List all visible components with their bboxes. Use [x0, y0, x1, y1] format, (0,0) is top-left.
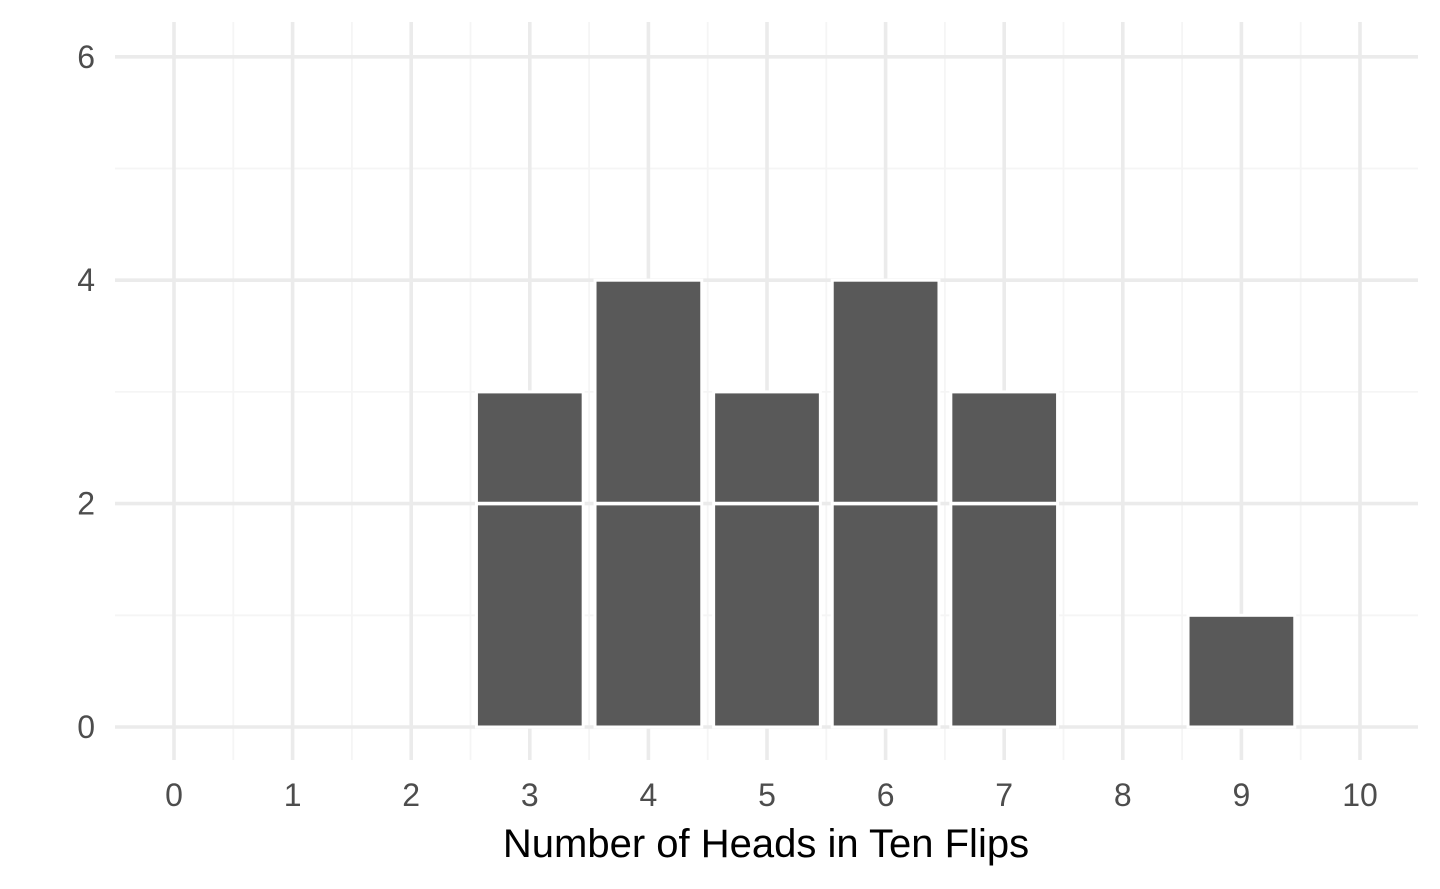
tick-labels: 0 2 4 6 0 1 2 3 4 5 6 7 8 9 10	[77, 39, 1378, 813]
x-axis-title: Number of Heads in Ten Flips	[503, 822, 1029, 866]
y-tick-label: 4	[77, 262, 95, 298]
x-tick-label: 8	[1114, 777, 1132, 813]
bar-3	[474, 390, 585, 729]
x-tick-label: 0	[165, 777, 183, 813]
y-tick-label: 2	[77, 486, 95, 522]
x-tick-label: 2	[402, 777, 420, 813]
bar-5	[712, 390, 822, 729]
bars	[474, 278, 1297, 729]
x-tick-label: 10	[1342, 777, 1378, 813]
bar-7	[949, 390, 1060, 729]
y-tick-label: 6	[77, 39, 95, 75]
bar-9	[1186, 613, 1297, 729]
x-tick-label: 7	[995, 777, 1013, 813]
x-tick-label: 9	[1233, 777, 1251, 813]
y-tick-label: 0	[77, 709, 95, 745]
x-tick-label: 5	[758, 777, 776, 813]
x-tick-label: 1	[284, 777, 302, 813]
x-tick-label: 3	[521, 777, 539, 813]
x-tick-label: 6	[877, 777, 895, 813]
x-tick-label: 4	[640, 777, 658, 813]
